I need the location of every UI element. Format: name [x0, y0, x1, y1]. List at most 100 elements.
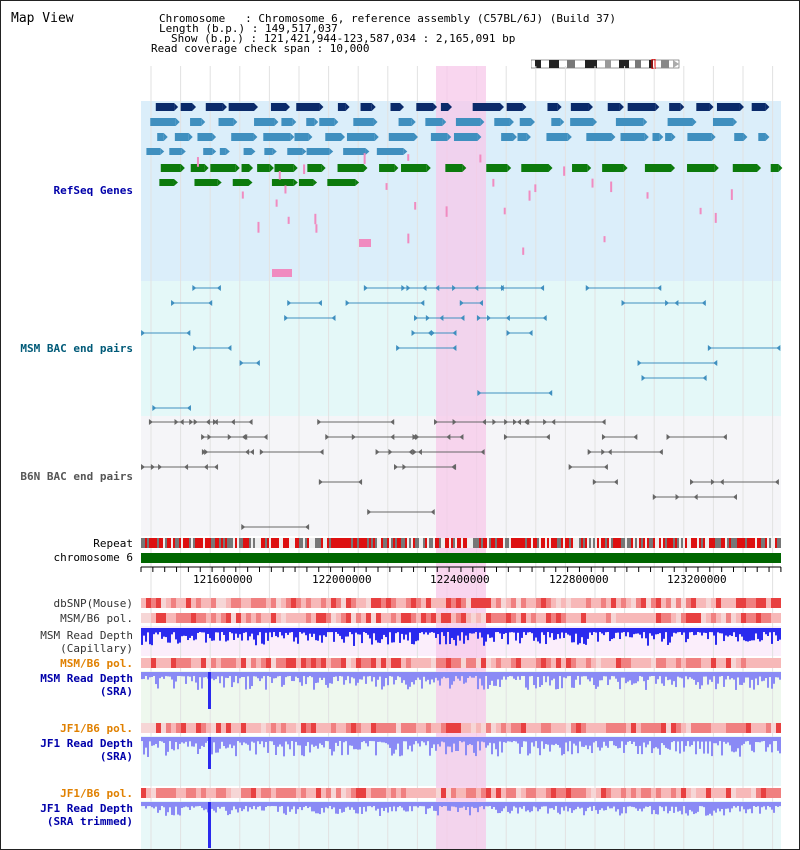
gene-feature	[150, 118, 176, 126]
depth-bar	[739, 628, 741, 635]
gene-feature	[169, 148, 182, 155]
depth-bar	[555, 802, 557, 807]
depth-bar	[595, 672, 597, 689]
depth-bar	[549, 737, 551, 752]
depth-bar	[365, 628, 367, 634]
track-label-dbsnp[interactable]: dbSNP(Mouse)	[53, 597, 133, 610]
depth-bar	[569, 737, 571, 742]
depth-bar	[487, 628, 489, 635]
depth-bar	[355, 672, 357, 686]
depth-bar	[749, 672, 751, 688]
heat-cell	[476, 658, 481, 668]
heat-cell	[471, 723, 476, 733]
depth-bar	[555, 737, 557, 744]
repeat-block	[697, 538, 699, 548]
depth-bar	[431, 672, 433, 680]
bac-end-marker	[719, 479, 724, 485]
repeat-block	[561, 538, 563, 548]
repeat-block	[583, 538, 585, 548]
depth-bar	[189, 628, 191, 638]
bac-end-marker	[500, 285, 505, 291]
page-title: Map View	[11, 11, 74, 26]
heat-cell	[656, 613, 661, 623]
depth-bar	[261, 628, 263, 644]
track-label-jf1-b6-pol-1[interactable]: JF1/B6 pol.	[60, 722, 133, 735]
bac-end-marker	[543, 419, 548, 425]
repeat-block	[289, 538, 291, 548]
repeat-block	[517, 538, 519, 548]
depth-bar	[417, 737, 419, 744]
heat-cell	[691, 598, 696, 608]
depth-bar	[197, 737, 199, 755]
depth-bar	[321, 737, 323, 745]
depth-bar	[529, 802, 531, 813]
track-label-b6n-bac[interactable]: B6N BAC end pairs	[20, 470, 133, 483]
depth-bar	[437, 628, 439, 635]
heat-cell	[616, 788, 621, 798]
depth-bar	[195, 672, 197, 683]
depth-bar	[659, 672, 661, 677]
heat-cell	[501, 613, 506, 623]
track-label-msm-depth-sra[interactable]: MSM Read Depth	[40, 672, 133, 685]
gene-feature	[607, 103, 620, 111]
depth-bar	[677, 628, 679, 633]
track-label-refseq[interactable]: RefSeq Genes	[53, 184, 133, 197]
depth-bar	[143, 737, 145, 755]
depth-bar	[667, 737, 669, 749]
chromosome-ideogram[interactable]	[530, 54, 681, 70]
heat-cell	[141, 658, 146, 668]
track-label-msm-bac[interactable]: MSM BAC end pairs	[20, 342, 133, 355]
depth-bar	[453, 802, 455, 807]
heat-cell	[601, 598, 606, 608]
depth-bar	[347, 802, 349, 807]
heat-cell	[511, 788, 516, 798]
heat-cell	[171, 598, 176, 608]
depth-bar	[409, 672, 411, 687]
heat-cell	[716, 723, 721, 733]
depth-bar	[423, 802, 425, 807]
depth-bar	[529, 737, 531, 754]
track-label-jf1-depth-sra[interactable]: JF1 Read Depth	[40, 737, 133, 750]
track-label-repeat[interactable]: Repeat	[93, 537, 133, 550]
gene-feature-small	[272, 269, 292, 277]
bac-end-marker	[193, 345, 198, 351]
repeat-block	[689, 538, 691, 548]
depth-bar	[145, 628, 147, 642]
heat-cell	[666, 598, 671, 608]
track-label-msm-b6-pol-2[interactable]: MSM/B6 pol.	[60, 657, 133, 670]
gene-arrow	[733, 118, 738, 126]
track-label-jf1-b6-pol-2[interactable]: JF1/B6 pol.	[60, 787, 133, 800]
track-label-msm-depth-cap[interactable]: MSM Read Depth	[40, 629, 133, 642]
heat-cell	[506, 723, 511, 733]
depth-bar	[733, 737, 735, 753]
heat-cell	[346, 613, 351, 623]
depth-bar	[587, 737, 589, 750]
heat-cell	[266, 723, 271, 733]
depth-bar	[631, 737, 633, 744]
depth-bar	[219, 802, 221, 809]
depth-bar	[387, 628, 389, 645]
heat-cell	[661, 658, 666, 668]
depth-bar	[215, 737, 217, 753]
gene-arrow	[217, 179, 222, 186]
depth-bar	[357, 628, 359, 635]
depth-bar	[589, 672, 591, 682]
depth-bar	[479, 802, 481, 807]
depth-bar	[215, 802, 217, 813]
repeat-block	[755, 538, 757, 548]
depth-bar	[495, 628, 497, 633]
depth-bar	[439, 802, 441, 807]
depth-bar	[211, 672, 213, 679]
gene-feature	[232, 179, 249, 186]
depth-bar	[163, 737, 165, 743]
track-label-jf1-depth-trim[interactable]: JF1 Read Depth	[40, 802, 133, 815]
depth-bar	[559, 672, 561, 677]
depth-bar	[415, 628, 417, 642]
repeat-block	[673, 538, 675, 548]
heat-cell	[731, 658, 736, 668]
heat-cell	[711, 658, 716, 668]
depth-bar	[509, 737, 511, 742]
track-label-msm-b6-pol-1[interactable]: MSM/B6 pol.	[60, 612, 133, 625]
depth-bar	[405, 737, 407, 742]
